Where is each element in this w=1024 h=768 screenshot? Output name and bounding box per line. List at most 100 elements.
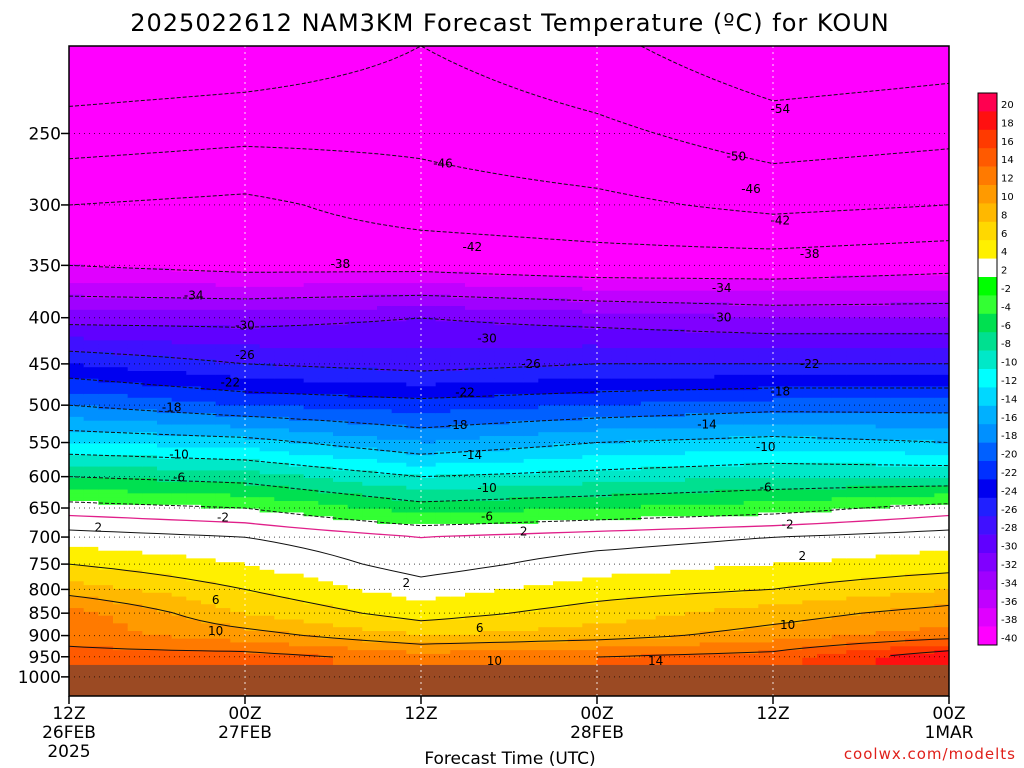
field-cell [494, 103, 510, 108]
field-cell [98, 543, 114, 548]
field-cell [450, 237, 466, 242]
field-cell [494, 111, 510, 116]
field-cell [421, 103, 437, 108]
field-cell [391, 111, 407, 116]
field-cell [435, 623, 451, 628]
field-cell [157, 290, 173, 296]
field-cell [259, 409, 275, 414]
field-cell [274, 508, 290, 514]
field-cell [69, 478, 85, 483]
field-cell [479, 466, 495, 472]
field-cell [245, 214, 261, 219]
field-cell [435, 631, 451, 636]
field-cell [245, 336, 261, 342]
field-cell [377, 546, 393, 552]
field-cell [494, 195, 510, 200]
field-cell [479, 650, 495, 655]
field-cell [201, 592, 217, 598]
field-cell [113, 61, 129, 66]
field-cell [245, 187, 261, 192]
field-cell [450, 332, 466, 338]
field-cell [465, 225, 481, 231]
field-cell [142, 600, 158, 605]
field-cell [230, 386, 246, 391]
field-cell [303, 520, 319, 525]
field-cell [435, 130, 451, 135]
field-cell [171, 221, 187, 227]
field-cell [421, 191, 437, 196]
field-cell [171, 371, 187, 376]
field-cell [318, 252, 334, 257]
field-cell [274, 424, 290, 429]
field-cell [274, 275, 290, 280]
field-cell [289, 489, 305, 494]
field-cell [69, 523, 85, 529]
field-cell [347, 84, 363, 89]
field-cell [347, 424, 363, 429]
field-cell [127, 344, 143, 349]
field-cell [494, 118, 510, 124]
field-cell [69, 153, 85, 158]
field-cell [69, 638, 85, 644]
field-cell [333, 631, 349, 636]
field-cell [494, 512, 510, 517]
field-cell [509, 156, 525, 162]
field-cell [83, 416, 99, 422]
field-cell [201, 386, 217, 391]
field-cell [435, 153, 451, 158]
field-cell [186, 122, 202, 127]
field-cell [83, 436, 99, 441]
field-cell [98, 401, 114, 407]
field-cell [83, 298, 99, 303]
field-cell [69, 543, 85, 548]
field-cell [479, 367, 495, 372]
field-cell [421, 554, 437, 559]
field-cell [377, 413, 393, 418]
field-cell [230, 550, 246, 556]
field-cell [245, 451, 261, 456]
field-cell [245, 409, 261, 414]
field-cell [201, 99, 217, 104]
field-cell [479, 248, 495, 254]
field-cell [303, 543, 319, 548]
field-cell [450, 302, 466, 307]
field-cell [435, 57, 451, 62]
field-cell [259, 344, 275, 349]
field-cell [113, 57, 129, 62]
field-cell [98, 221, 114, 227]
field-cell [333, 474, 349, 479]
field-cell [215, 313, 231, 319]
field-cell [157, 61, 173, 66]
field-cell [113, 164, 129, 169]
field-cell [171, 382, 187, 387]
field-cell [494, 214, 510, 219]
field-cell [406, 439, 422, 445]
field-cell [333, 493, 349, 498]
field-cell [186, 611, 202, 617]
field-cell [171, 390, 187, 395]
field-cell [347, 428, 363, 433]
field-cell [435, 611, 451, 617]
field-cell [303, 302, 319, 307]
field-cell [171, 317, 187, 322]
field-cell [245, 241, 261, 246]
field-cell [259, 183, 275, 189]
field-cell [142, 65, 158, 70]
field-cell [69, 244, 85, 250]
field-cell [171, 84, 187, 89]
field-cell [347, 111, 363, 116]
field-cell [201, 118, 217, 124]
field-cell [435, 393, 451, 399]
field-cell [391, 367, 407, 372]
field-cell [157, 432, 173, 437]
field-cell [245, 516, 261, 521]
field-cell [318, 600, 334, 605]
field-cell [303, 619, 319, 624]
field-cell [318, 248, 334, 254]
field-cell [303, 286, 319, 292]
field-cell [362, 424, 378, 429]
field-cell [509, 114, 525, 120]
field-cell [171, 210, 187, 215]
field-cell [157, 489, 173, 494]
field-cell [127, 111, 143, 116]
